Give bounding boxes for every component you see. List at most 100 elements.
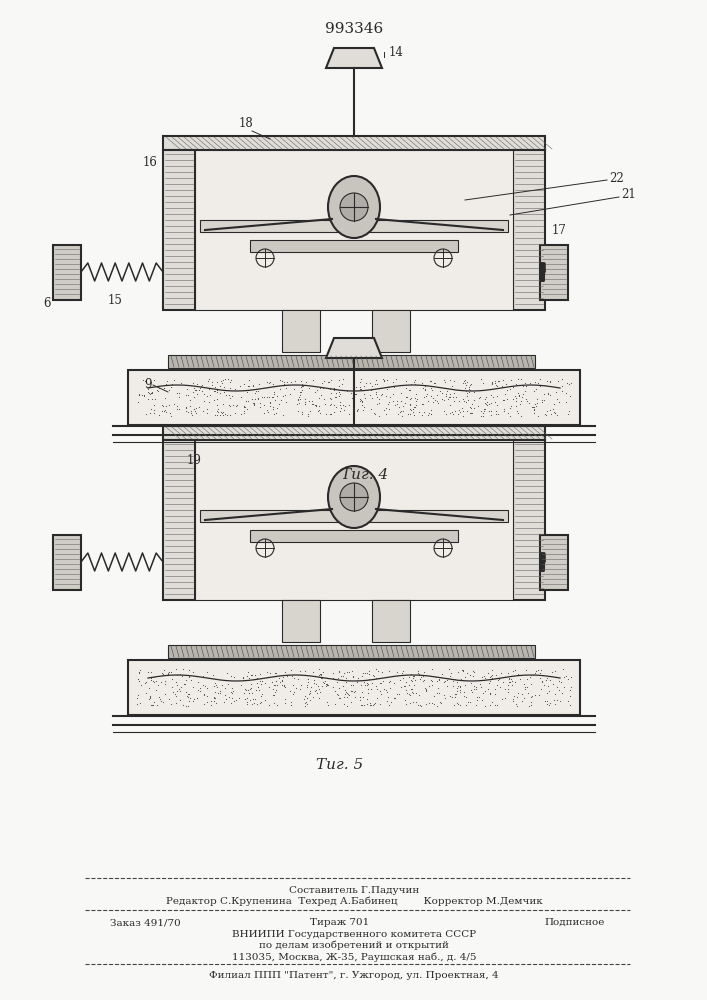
Point: [248, 395, 259, 411]
Point: [295, 391, 306, 407]
Point: [136, 677, 147, 693]
Point: [211, 671, 223, 687]
Point: [165, 664, 177, 680]
Point: [271, 400, 283, 416]
Point: [191, 382, 202, 398]
Point: [510, 376, 522, 392]
Point: [320, 678, 332, 694]
Point: [204, 381, 215, 397]
Point: [259, 405, 270, 421]
Point: [425, 380, 436, 396]
Point: [436, 385, 448, 401]
Point: [306, 396, 317, 412]
Point: [417, 380, 428, 396]
Point: [317, 380, 329, 396]
Point: [339, 682, 351, 698]
Point: [445, 381, 457, 397]
Point: [486, 376, 498, 392]
Point: [464, 399, 476, 415]
Point: [406, 672, 417, 688]
Point: [187, 679, 199, 695]
Point: [398, 663, 409, 679]
Point: [536, 673, 547, 689]
Point: [495, 679, 506, 695]
Point: [254, 682, 265, 698]
Point: [295, 667, 306, 683]
Point: [327, 670, 339, 686]
Point: [534, 670, 546, 686]
Point: [255, 395, 266, 411]
Point: [454, 393, 465, 409]
Point: [439, 690, 450, 706]
Point: [360, 375, 371, 391]
Point: [239, 691, 250, 707]
Point: [295, 379, 306, 395]
Point: [134, 662, 146, 678]
Point: [465, 400, 477, 416]
Text: 14: 14: [389, 45, 404, 58]
Point: [183, 693, 194, 709]
Point: [193, 382, 204, 398]
Point: [224, 390, 235, 406]
Point: [443, 391, 454, 407]
Point: [156, 667, 168, 683]
Point: [452, 406, 464, 422]
Point: [238, 670, 249, 686]
Point: [241, 384, 252, 400]
Point: [171, 667, 182, 683]
Point: [443, 670, 454, 686]
Point: [361, 665, 373, 681]
Point: [457, 391, 468, 407]
Point: [262, 374, 273, 390]
Point: [144, 688, 156, 704]
Point: [310, 384, 321, 400]
Point: [170, 661, 182, 677]
Point: [532, 375, 543, 391]
Point: [392, 396, 403, 412]
Point: [419, 389, 430, 405]
Point: [252, 391, 264, 407]
Point: [498, 401, 509, 417]
Point: [250, 383, 262, 399]
Point: [460, 697, 471, 713]
Point: [491, 697, 503, 713]
Point: [153, 407, 165, 423]
Point: [314, 666, 325, 682]
Point: [226, 680, 238, 696]
Point: [346, 683, 357, 699]
Point: [505, 400, 516, 416]
Point: [458, 373, 469, 389]
Point: [325, 390, 336, 406]
Point: [508, 379, 519, 395]
Point: [516, 686, 527, 702]
Point: [341, 674, 352, 690]
Point: [417, 668, 428, 684]
Point: [366, 378, 378, 394]
Point: [503, 665, 514, 681]
Point: [373, 408, 385, 424]
Point: [301, 696, 312, 712]
Point: [341, 698, 353, 714]
Point: [329, 683, 341, 699]
Point: [144, 405, 156, 421]
Point: [181, 381, 192, 397]
Point: [170, 688, 182, 704]
Point: [264, 679, 275, 695]
Point: [479, 401, 491, 417]
Point: [564, 682, 575, 698]
Point: [335, 690, 346, 706]
Point: [217, 407, 228, 423]
Point: [447, 689, 458, 705]
Point: [337, 678, 349, 694]
Point: [556, 371, 568, 387]
Point: [267, 401, 278, 417]
Point: [475, 408, 486, 424]
Point: [182, 387, 194, 403]
Point: [407, 681, 418, 697]
Point: [503, 671, 515, 687]
Point: [368, 697, 379, 713]
Point: [436, 391, 448, 407]
Point: [345, 677, 356, 693]
Point: [146, 384, 158, 400]
Point: [143, 385, 154, 401]
